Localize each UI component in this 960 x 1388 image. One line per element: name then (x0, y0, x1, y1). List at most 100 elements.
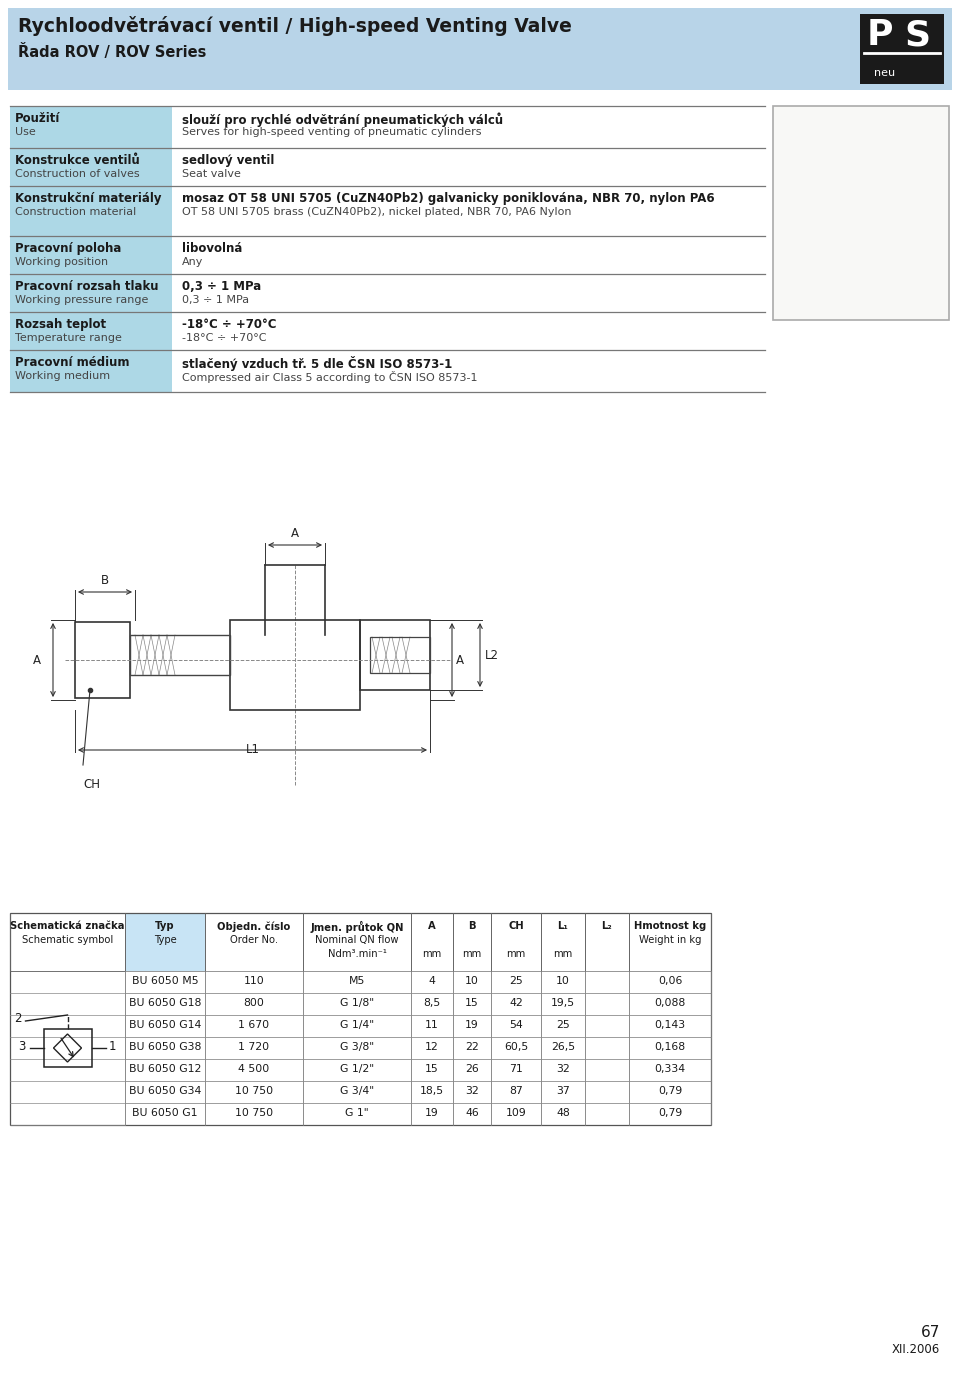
Text: Serves for high-speed venting of pneumatic cylinders: Serves for high-speed venting of pneumat… (182, 126, 482, 137)
Text: 19: 19 (466, 1020, 479, 1030)
Bar (411, 1037, 453, 1059)
Text: L1: L1 (246, 743, 259, 756)
Text: 26: 26 (466, 1065, 479, 1074)
Bar (585, 913, 629, 972)
Bar (453, 1103, 491, 1126)
Bar (585, 1015, 629, 1037)
Bar (491, 1081, 541, 1103)
Text: 3: 3 (18, 1040, 26, 1052)
Text: 10: 10 (556, 976, 570, 985)
Text: A: A (456, 654, 464, 666)
Bar (10, 149, 172, 186)
Text: Working pressure range: Working pressure range (15, 296, 149, 305)
Bar (205, 1103, 303, 1126)
Bar (205, 913, 303, 972)
Bar (629, 1081, 711, 1103)
Bar (10, 105, 172, 149)
Bar (10, 236, 172, 273)
Bar (205, 1037, 303, 1059)
Text: Schematic symbol: Schematic symbol (22, 936, 113, 945)
Text: BU 6050 G1: BU 6050 G1 (132, 1108, 198, 1117)
Bar (411, 913, 453, 972)
Text: Rozsah teplot: Rozsah teplot (15, 318, 107, 330)
Bar (411, 1015, 453, 1037)
Bar (585, 1081, 629, 1103)
Text: BU 6050 M5: BU 6050 M5 (132, 976, 199, 985)
Bar (411, 1059, 453, 1081)
Text: Pracovní rozsah tlaku: Pracovní rozsah tlaku (15, 280, 158, 293)
Bar (10, 312, 172, 350)
Bar (303, 1015, 411, 1037)
Text: Pracovní poloha: Pracovní poloha (15, 242, 121, 255)
Bar (629, 992, 711, 1015)
Text: mm: mm (553, 949, 572, 959)
Bar (585, 972, 629, 992)
Text: 87: 87 (509, 1085, 523, 1097)
Text: Použití: Použití (15, 112, 60, 125)
Text: L2: L2 (485, 648, 499, 662)
Bar (125, 1037, 205, 1059)
Text: BU 6050 G34: BU 6050 G34 (129, 1085, 202, 1097)
Text: Konstrukční materiály: Konstrukční materiály (15, 192, 161, 205)
Text: B: B (101, 575, 109, 587)
Text: A: A (33, 654, 41, 666)
Bar (10, 913, 711, 1126)
Text: 1 720: 1 720 (238, 1042, 270, 1052)
Text: 42: 42 (509, 998, 523, 1008)
Text: 60,5: 60,5 (504, 1042, 528, 1052)
Text: G 3/4": G 3/4" (340, 1085, 374, 1097)
Bar (303, 972, 411, 992)
Text: 32: 32 (556, 1065, 570, 1074)
Text: Schematická značka: Schematická značka (11, 922, 125, 931)
Text: Compressed air Class 5 according to ČSN ISO 8573-1: Compressed air Class 5 according to ČSN … (182, 371, 477, 383)
Text: 54: 54 (509, 1020, 523, 1030)
Bar (773, 105, 949, 321)
Bar (8, 8, 952, 90)
Text: 0,334: 0,334 (655, 1065, 685, 1074)
Text: 800: 800 (244, 998, 264, 1008)
Bar (541, 1081, 585, 1103)
Bar (125, 1103, 205, 1126)
Text: 11: 11 (425, 1020, 439, 1030)
Text: mosaz OT 58 UNI 5705 (CuZN40Pb2) galvanicky poniklována, NBR 70, nylon PA6: mosaz OT 58 UNI 5705 (CuZN40Pb2) galvani… (182, 192, 714, 205)
Bar (130, 634, 230, 675)
Bar (205, 992, 303, 1015)
Text: 22: 22 (466, 1042, 479, 1052)
Bar (10, 273, 172, 312)
Text: Objedn. číslo: Objedn. číslo (217, 922, 291, 931)
Text: libovolná: libovolná (182, 242, 242, 255)
Bar (860, 14, 944, 85)
Text: 0,088: 0,088 (655, 998, 685, 1008)
Text: 18,5: 18,5 (420, 1085, 444, 1097)
Text: 0,79: 0,79 (658, 1108, 683, 1117)
Bar (125, 1015, 205, 1037)
Text: S: S (904, 18, 930, 51)
Text: 46: 46 (466, 1108, 479, 1117)
Text: B: B (468, 922, 476, 931)
Bar (360, 620, 430, 690)
Text: mm: mm (463, 949, 482, 959)
Bar (303, 1037, 411, 1059)
Bar (205, 1059, 303, 1081)
Bar (629, 1015, 711, 1037)
Bar (453, 1081, 491, 1103)
Bar (629, 972, 711, 992)
Text: G 1/4": G 1/4" (340, 1020, 374, 1030)
Bar (10, 913, 125, 972)
Bar (205, 1081, 303, 1103)
Text: Rychloodvětrávací ventil / High-speed Venting Valve: Rychloodvětrávací ventil / High-speed Ve… (18, 17, 572, 36)
Bar (453, 972, 491, 992)
Text: 0,3 ÷ 1 MPa: 0,3 ÷ 1 MPa (182, 280, 261, 293)
Text: 37: 37 (556, 1085, 570, 1097)
Text: Pracovní médium: Pracovní médium (15, 355, 130, 369)
Text: 10: 10 (465, 976, 479, 985)
Text: 10 750: 10 750 (235, 1108, 273, 1117)
Text: 2: 2 (14, 1012, 21, 1026)
Bar (453, 992, 491, 1015)
Bar (585, 992, 629, 1015)
Text: sedlový ventil: sedlový ventil (182, 154, 275, 167)
Text: Weight in kg: Weight in kg (638, 936, 701, 945)
Bar (125, 992, 205, 1015)
Text: Temperature range: Temperature range (15, 333, 122, 343)
Bar (453, 913, 491, 972)
